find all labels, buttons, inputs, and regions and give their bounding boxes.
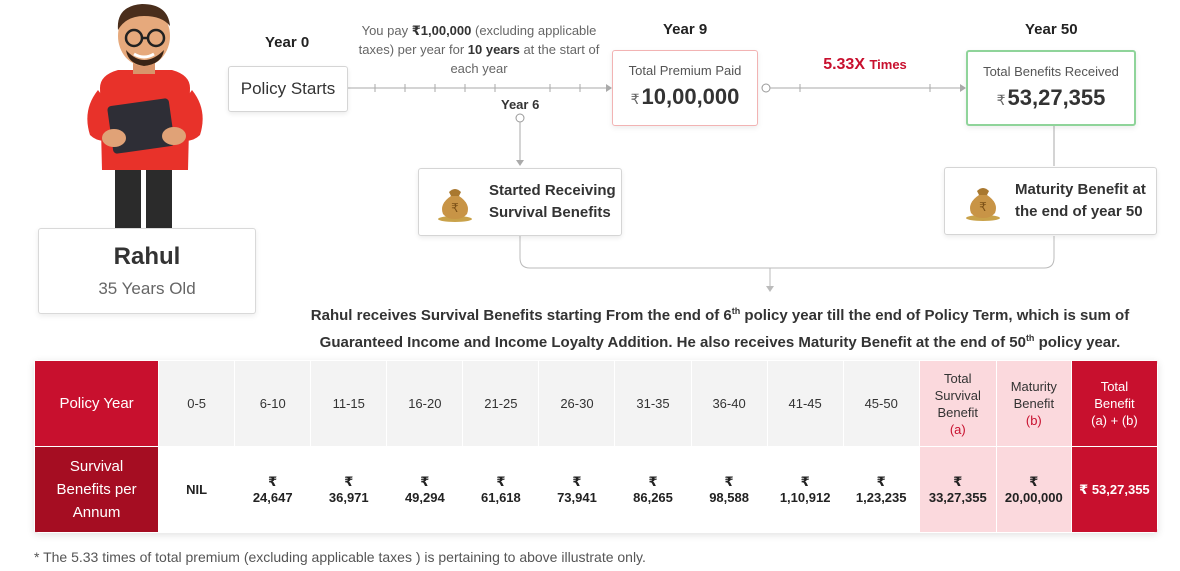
table-row-survival-benefits: Survival Benefits per Annum NIL ₹24,647 ₹3… bbox=[34, 446, 1158, 533]
year-range-cell: 45-50 bbox=[842, 360, 920, 447]
benefit-description: Rahul receives Survival Benefits startin… bbox=[310, 306, 1130, 351]
year-0-label: Year 0 bbox=[265, 34, 310, 51]
benefit-cell: ₹49,294 bbox=[386, 446, 464, 533]
year-range-cell: 41-45 bbox=[766, 360, 844, 447]
maturity-benefit-value: ₹20,00,000 bbox=[995, 446, 1072, 533]
benefit-cell: ₹1,23,235 bbox=[842, 446, 920, 533]
maturity-benefit-header: Maturity Benefit (b) bbox=[995, 360, 1072, 447]
rahul-avatar-illustration bbox=[87, 4, 203, 230]
money-bag-icon: ₹ bbox=[966, 188, 1000, 221]
total-benefit-value: ₹ 53,27,355 bbox=[1070, 446, 1158, 533]
person-age: 35 Years Old bbox=[98, 279, 196, 298]
row-header-policy-year: Policy Year bbox=[34, 360, 160, 447]
benefit-cell: ₹24,647 bbox=[234, 446, 312, 533]
svg-text:₹: ₹ bbox=[979, 200, 987, 214]
benefit-cell: ₹1,10,912 bbox=[766, 446, 844, 533]
benefit-cell: ₹36,971 bbox=[310, 446, 388, 533]
benefit-cell-nil: NIL bbox=[158, 446, 236, 533]
year-9-label: Year 9 bbox=[663, 21, 708, 38]
benefit-cell: ₹73,941 bbox=[538, 446, 616, 533]
premium-amount: ₹10,00,000 bbox=[630, 84, 740, 109]
year-range-cell: 26-30 bbox=[538, 360, 616, 447]
payment-note: You pay ₹1,00,000 (excluding applicable … bbox=[358, 23, 600, 76]
year-range-cell: 11-15 bbox=[310, 360, 388, 447]
maturity-benefit-box: ₹ Maturity Benefit at the end of year 50 bbox=[944, 167, 1157, 235]
total-premium-box: Total Premium Paid ₹10,00,000 bbox=[612, 50, 758, 126]
total-survival-benefit-header: Total Survival Benefit (a) bbox=[918, 360, 997, 447]
total-survival-benefit-value: ₹33,27,355 bbox=[918, 446, 997, 533]
year-range-cell: 16-20 bbox=[386, 360, 464, 447]
benefits-amount: ₹53,27,355 bbox=[996, 85, 1106, 110]
benefits-table: Policy Year 0-5 6-10 11-15 16-20 21-25 2… bbox=[34, 360, 1158, 533]
year-range-cell: 0-5 bbox=[158, 360, 236, 447]
year-range-cell: 6-10 bbox=[234, 360, 312, 447]
year-range-cell: 21-25 bbox=[462, 360, 540, 447]
benefits-title: Total Benefits Received bbox=[983, 64, 1119, 79]
person-card: Rahul 35 Years Old bbox=[38, 228, 256, 314]
total-benefit-header: Total Benefit (a) + (b) bbox=[1070, 360, 1158, 447]
premium-title: Total Premium Paid bbox=[628, 63, 742, 78]
footnote: * The 5.33 times of total premium (exclu… bbox=[34, 549, 646, 565]
table-row-policy-year: Policy Year 0-5 6-10 11-15 16-20 21-25 2… bbox=[34, 360, 1158, 447]
multiplier-label: 5.33X Times bbox=[823, 56, 907, 73]
row-header-survival-benefits: Survival Benefits per Annum bbox=[34, 446, 160, 533]
benefit-cell: ₹61,618 bbox=[462, 446, 540, 533]
benefit-cell: ₹98,588 bbox=[690, 446, 768, 533]
total-benefits-box: Total Benefits Received ₹53,27,355 bbox=[966, 50, 1136, 126]
money-bag-icon: ₹ bbox=[438, 189, 472, 222]
timeline-connectors bbox=[348, 83, 1055, 292]
year-50-label: Year 50 bbox=[1025, 21, 1078, 38]
year-6-label: Year 6 bbox=[501, 97, 540, 112]
year-range-cell: 31-35 bbox=[614, 360, 692, 447]
survival-benefits-box: ₹ Started Receiving Survival Benefits bbox=[418, 168, 622, 236]
person-name: Rahul bbox=[113, 243, 181, 270]
policy-starts-box: Policy Starts bbox=[228, 66, 348, 112]
benefit-cell: ₹86,265 bbox=[614, 446, 692, 533]
year-range-cell: 36-40 bbox=[690, 360, 768, 447]
svg-text:₹: ₹ bbox=[451, 201, 459, 215]
